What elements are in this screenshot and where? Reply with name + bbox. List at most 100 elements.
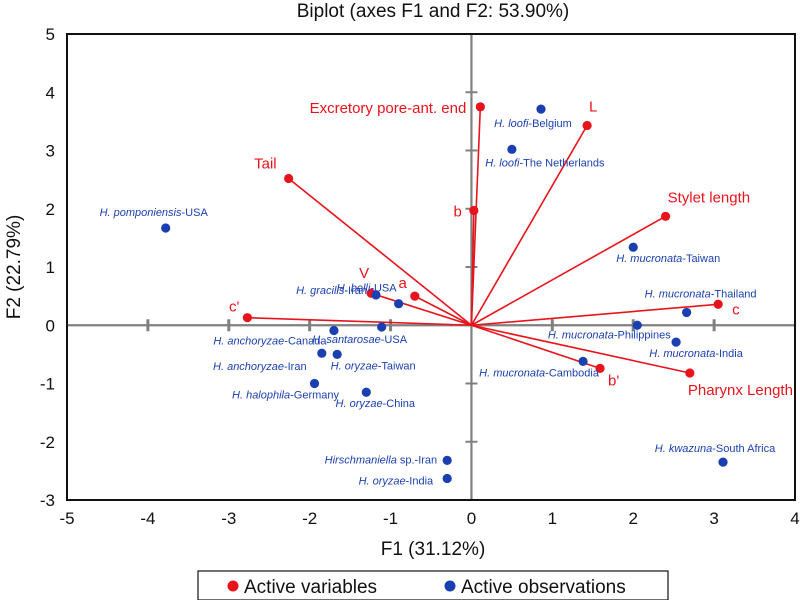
legend-marker-variables xyxy=(227,580,239,592)
variable-point xyxy=(469,205,479,216)
observation-point xyxy=(682,307,692,318)
variable-label: Excretory pore-ant. end xyxy=(310,100,467,117)
observation-point xyxy=(536,104,546,114)
location-name: -Iran xyxy=(284,361,307,373)
observation-label: Hirschmaniella sp.-Iran xyxy=(325,454,438,466)
species-name: Hirschmaniella xyxy=(325,454,397,466)
x-axis-title: F1 (31.12%) xyxy=(381,539,486,560)
variable-point xyxy=(660,211,671,221)
variable-point xyxy=(242,313,252,323)
variable-point xyxy=(582,120,592,131)
observation-label: H. kwazuna-South Africa xyxy=(655,443,776,455)
observation-label: H. pomponiensis-USA xyxy=(100,207,209,219)
plot-frame xyxy=(66,33,796,501)
observation-point xyxy=(371,290,381,300)
species-name: H. mucronata xyxy=(616,253,682,265)
legend-marker-observations xyxy=(444,580,456,592)
observation-point xyxy=(332,349,342,359)
location-name: -India xyxy=(406,475,434,487)
observation-label: H. halophila-Germany xyxy=(232,390,339,402)
observation-point xyxy=(628,242,638,252)
observation-point xyxy=(329,325,339,336)
location-name: -Germany xyxy=(290,390,339,402)
x-tick-label: 1 xyxy=(548,509,557,528)
species-name: H. oryzae xyxy=(359,475,406,487)
observation-point xyxy=(671,337,681,347)
x-tick-label: 2 xyxy=(628,509,637,528)
y-tick-label: 0 xyxy=(46,316,55,335)
y-tick-label: -3 xyxy=(40,491,55,510)
observation-label: H. anchoryzae-Canada xyxy=(213,335,327,347)
observation-label: H. oryzae-China xyxy=(336,398,416,410)
observation-label: H. mucronata-Philippines xyxy=(548,329,671,341)
species-name: H. halophila xyxy=(232,390,290,402)
observation-label: H. mucronata-Cambodia xyxy=(479,367,600,379)
observation-label: H. mucronata-India xyxy=(649,348,743,360)
species-name: H. mucronata xyxy=(548,329,614,341)
variable-label: b xyxy=(454,203,462,220)
variable-label: b' xyxy=(608,372,619,389)
species-name: H. anchoryzae xyxy=(213,335,284,347)
species-name: H. loofi xyxy=(494,118,529,130)
species-name: H. mucronata xyxy=(649,348,715,360)
variable-label: a xyxy=(398,275,407,292)
location-name: -Canada xyxy=(284,335,327,347)
observation-point xyxy=(507,144,517,154)
observation-label: H. oryzae-Taiwan xyxy=(331,360,416,372)
variable-vector xyxy=(414,295,472,326)
observation-point xyxy=(718,457,728,467)
variable-label: Stylet length xyxy=(668,189,751,206)
observation-point xyxy=(632,320,642,330)
variable-label: Tail xyxy=(254,155,277,172)
species-name: H. belli xyxy=(337,283,371,295)
variable-label: Pharynx Length xyxy=(688,382,793,399)
variable-vector xyxy=(288,177,472,326)
variable-vector xyxy=(470,210,475,326)
variable-point xyxy=(713,299,723,309)
location-name: -India xyxy=(715,348,743,360)
variable-point xyxy=(685,368,695,378)
species-name: H. mucronata xyxy=(645,288,711,300)
location-name: -USA xyxy=(182,207,209,219)
observation-point xyxy=(361,387,371,397)
variable-point xyxy=(284,173,294,184)
observation-point xyxy=(442,473,452,484)
location-name: -Taiwan xyxy=(378,360,416,372)
y-tick-label: 3 xyxy=(46,142,55,161)
observation-label: H. loofi-Belgium xyxy=(494,118,572,130)
y-tick-label: -1 xyxy=(40,375,55,394)
variable-point xyxy=(410,291,420,301)
observation-label: H. oryzae-India xyxy=(359,475,434,487)
species-name: H. santarosae xyxy=(312,334,380,346)
location-name: -USA xyxy=(381,334,408,346)
location-name: -Cambodia xyxy=(545,367,600,379)
y-tick-label: 1 xyxy=(46,258,55,277)
y-axis-title: F2 (22.79%) xyxy=(4,215,25,320)
legend-label-variables: Active variables xyxy=(244,577,377,598)
observation-label: H. santarosae-USA xyxy=(312,334,407,346)
observation-label: H. mucronata-Thailand xyxy=(645,288,757,300)
observation-point xyxy=(161,223,171,233)
x-tick-label: -2 xyxy=(302,509,317,528)
observation-label: H. gracilis-Iran xyxy=(296,285,367,297)
legend: Active variables Active observations xyxy=(197,570,669,600)
species-name: H. anchoryzae xyxy=(213,361,284,373)
location-name: -USA xyxy=(370,283,397,295)
x-tick-label: -5 xyxy=(59,509,74,528)
variable-vector xyxy=(247,316,472,327)
observation-label: H. loofi-The Netherlands xyxy=(485,157,605,169)
y-tick-label: 4 xyxy=(46,83,55,102)
variable-label: L xyxy=(589,98,597,115)
x-tick-label: -3 xyxy=(221,509,236,528)
variable-vector xyxy=(471,303,719,327)
observation-label: H. mucronata-Taiwan xyxy=(616,253,720,265)
x-tick-label: -4 xyxy=(140,509,155,528)
species-name: H. oryzae xyxy=(336,398,383,410)
y-tick-label: 5 xyxy=(46,25,55,44)
observation-point xyxy=(309,378,320,389)
species-name: H. gracilis xyxy=(296,285,345,297)
location-name: -Taiwan xyxy=(682,253,720,265)
variable-vector xyxy=(370,292,472,327)
observation-point xyxy=(317,348,327,358)
